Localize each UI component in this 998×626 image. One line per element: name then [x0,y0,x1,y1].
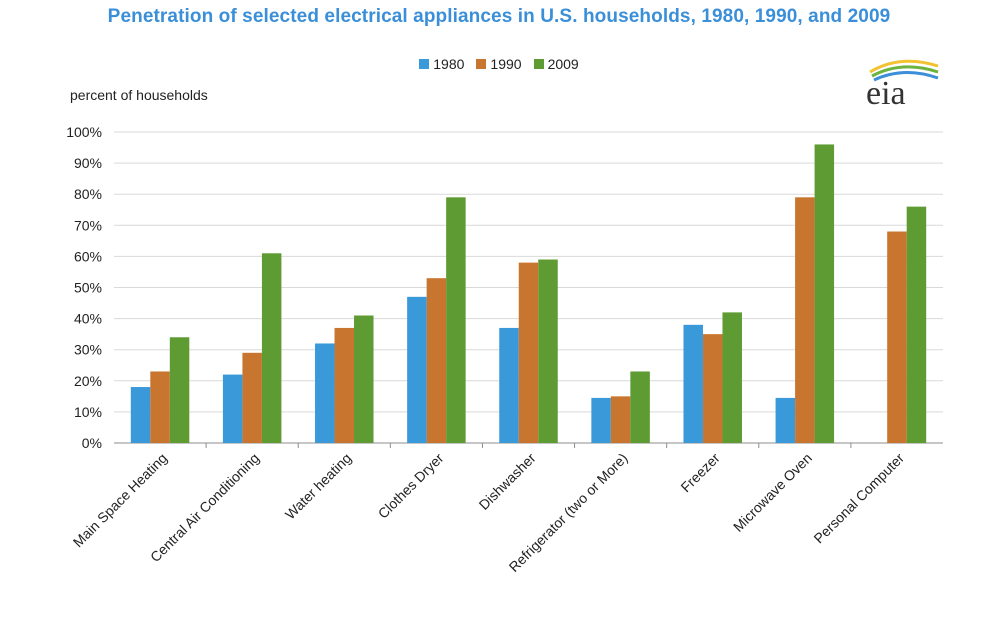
bar-1980-1 [222,374,243,443]
bar-1980-4 [499,327,519,443]
bar-2009-4 [538,259,558,443]
y-tick-label: 90% [74,155,102,171]
bar-1980-5 [591,397,611,443]
x-tick-label: Personal Computer [810,450,907,547]
legend-label: 1980 [433,56,465,72]
legend-item-1990: 1990 [476,56,522,72]
legend-swatch [476,59,487,69]
bar-1990-3 [426,278,447,443]
x-tick-label: Freezer [677,450,723,496]
legend-swatch [419,59,430,69]
y-tick-label: 40% [74,311,102,327]
bar-1990-0 [150,371,170,443]
logo-text: eia [866,75,906,110]
x-tick-label: Central Air Conditioning [147,450,262,565]
legend-item-1980: 1980 [419,56,464,72]
bar-2009-5 [630,371,650,443]
bar-1980-0 [130,387,151,443]
y-tick-label: 20% [74,373,102,389]
eia-logo: eia [866,59,939,110]
bar-2009-3 [446,197,466,443]
x-tick-label: Dishwasher [476,450,539,513]
y-tick-label: 70% [74,217,102,233]
bar-2009-6 [722,312,742,443]
x-tick-label: Microwave Oven [730,450,815,535]
legend-label: 2009 [547,56,579,72]
y-tick-label: 10% [74,404,102,420]
bar-2009-2 [354,315,374,443]
y-tick-label: 80% [74,186,102,202]
x-tick-label: Main Space Heating [70,450,170,550]
y-tick-label: 100% [66,124,102,140]
bar-2009-7 [814,144,835,443]
bar-1990-7 [795,197,815,443]
bar-1990-1 [242,352,262,443]
bar-2009-8 [906,206,927,443]
bar-1990-2 [334,327,355,443]
x-tick-label: Water heating [282,450,355,523]
legend-item-2009: 2009 [533,56,579,72]
y-tick-label: 30% [74,342,102,358]
bar-1990-4 [518,262,539,443]
x-tick-label: Clothes Dryer [375,450,447,522]
y-tick-label: 0% [82,435,102,451]
bar-1980-2 [315,343,335,443]
bar-2009-1 [261,253,282,443]
bar-1980-6 [683,324,703,443]
chart-title: Penetration of selected electrical appli… [107,6,891,27]
bar-2009-0 [169,337,190,443]
bar-1980-3 [407,296,427,443]
legend: 1980 1990 2009 [0,56,998,72]
y-axis-label: percent of households [70,87,208,103]
legend-label: 1990 [490,56,522,72]
legend-swatch [533,59,544,69]
y-tick-label: 50% [74,280,102,296]
bar-1990-8 [887,231,907,443]
bar-1990-6 [702,334,723,443]
bar-1990-5 [610,396,631,443]
bar-1980-7 [775,397,796,443]
y-tick-label: 60% [74,248,102,264]
